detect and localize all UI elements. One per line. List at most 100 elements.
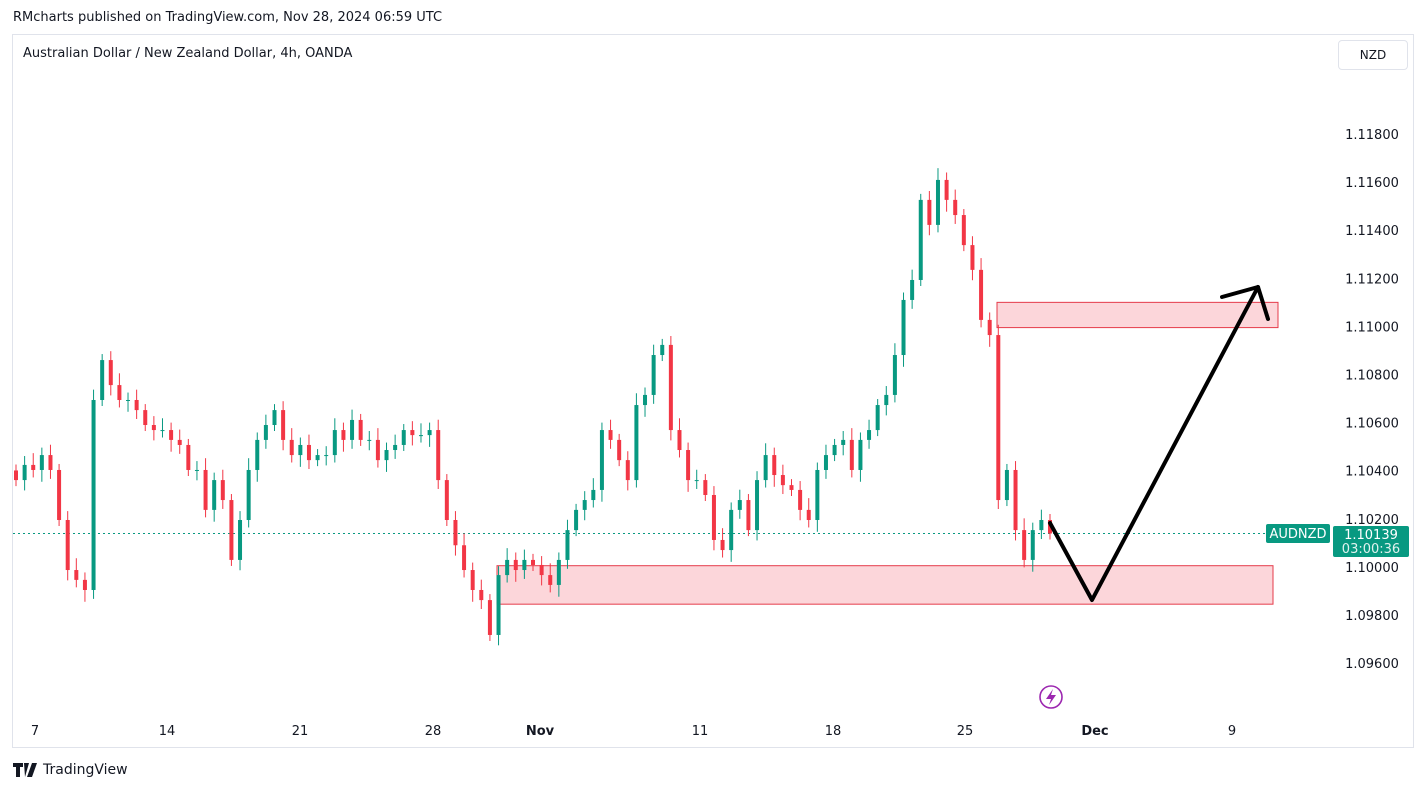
currency-button[interactable]: NZD xyxy=(1338,40,1408,70)
candle-body xyxy=(755,480,760,531)
time-tick-label: 11 xyxy=(692,724,709,739)
candle-body xyxy=(220,480,225,501)
candle-body xyxy=(375,439,380,461)
candle-body xyxy=(401,430,406,445)
time-tick-label: 21 xyxy=(292,724,309,739)
candle-body xyxy=(858,439,863,470)
candle-body xyxy=(1004,469,1009,501)
candle-body xyxy=(668,344,673,431)
time-tick-label: 9 xyxy=(1228,724,1236,739)
candle-body xyxy=(289,439,294,456)
candle-body xyxy=(39,455,44,470)
candle-body xyxy=(996,335,1001,501)
candle-body xyxy=(892,355,897,395)
candle-body xyxy=(298,444,303,456)
candle-body xyxy=(815,469,820,521)
candle-body xyxy=(582,500,587,510)
candle-body xyxy=(57,469,62,521)
zone-rect xyxy=(496,565,1274,605)
symbol-badge xyxy=(1266,524,1330,543)
candle-body xyxy=(358,419,363,440)
footer-brand[interactable]: TradingView xyxy=(43,762,128,778)
candle-body xyxy=(177,439,182,445)
candle-body xyxy=(1022,530,1027,560)
candle-body xyxy=(194,469,199,471)
candle-body xyxy=(608,430,613,440)
candle-body xyxy=(14,470,18,481)
candle-body xyxy=(556,559,561,585)
price-tick-label: 1.09800 xyxy=(1345,609,1399,624)
candle-body xyxy=(324,455,329,457)
candle-body xyxy=(806,509,811,521)
price-axis: 1.11800 1.11600 1.11400 1.11200 1.11000 1.108… xyxy=(1345,128,1399,672)
candle-body xyxy=(151,425,156,431)
price-tick-label: 1.11400 xyxy=(1345,224,1399,239)
candle-body xyxy=(634,405,639,481)
candle-body xyxy=(238,520,243,560)
candle-body xyxy=(350,419,355,440)
chart-frame xyxy=(12,34,1414,748)
candle-body xyxy=(246,469,251,521)
candle-body xyxy=(789,485,794,490)
candle-body xyxy=(927,199,932,225)
time-tick-label: Dec xyxy=(1081,724,1108,739)
candle-body xyxy=(496,575,501,635)
candle-body xyxy=(910,279,915,300)
candle-body xyxy=(74,570,79,580)
price-tick-label: 1.10600 xyxy=(1345,417,1399,432)
symbol-title[interactable]: Australian Dollar / New Zealand Dollar, … xyxy=(23,46,353,61)
price-tick-label: 1.10000 xyxy=(1345,561,1399,576)
zones xyxy=(496,301,1279,605)
candle-body xyxy=(91,399,96,590)
candle-body xyxy=(617,439,622,461)
price-tick-label: 1.09600 xyxy=(1345,657,1399,672)
candle-body xyxy=(867,430,872,440)
candle-body xyxy=(513,559,518,571)
candle-body xyxy=(169,430,174,440)
price-tick-label: 1.11800 xyxy=(1345,128,1399,143)
candle-body xyxy=(160,430,165,432)
candle-body xyxy=(651,355,656,395)
candle-body xyxy=(574,509,579,531)
candle-body xyxy=(186,444,191,470)
candle-body xyxy=(1013,469,1018,531)
candle-body xyxy=(410,430,415,436)
candle-body xyxy=(979,269,984,320)
candle-body xyxy=(565,530,570,560)
time-tick-label: 25 xyxy=(957,724,974,739)
candle-body xyxy=(875,405,880,431)
candle-body xyxy=(901,299,906,356)
candle-body xyxy=(65,520,70,571)
candle-body xyxy=(418,435,423,437)
candle-body xyxy=(306,444,311,461)
candle-body xyxy=(48,455,53,470)
time-tick-label: Nov xyxy=(526,724,555,739)
candle-body xyxy=(625,460,630,481)
alert-lightning-icon[interactable] xyxy=(1039,685,1063,709)
candle-body xyxy=(763,455,768,481)
candle-body xyxy=(82,579,87,590)
candle-body xyxy=(686,450,691,481)
candle-body xyxy=(746,500,751,531)
candle-body xyxy=(591,489,596,501)
price-tick-label: 1.10200 xyxy=(1345,513,1399,528)
tradingview-logo-icon xyxy=(13,763,37,777)
candle-body xyxy=(453,520,458,546)
candle-body xyxy=(281,410,286,440)
footer: TradingView xyxy=(13,762,128,778)
price-tick-label: 1.10400 xyxy=(1345,465,1399,480)
candles xyxy=(14,168,1052,646)
candle-body xyxy=(711,494,716,540)
candle-body xyxy=(522,559,527,571)
candle-body xyxy=(798,489,803,510)
candle-body xyxy=(22,464,27,481)
price-tick-label: 1.11600 xyxy=(1345,176,1399,191)
candle-body xyxy=(108,360,113,386)
candle-body xyxy=(780,475,785,486)
price-tick-label: 1.11200 xyxy=(1345,272,1399,287)
forecast-path xyxy=(1048,285,1260,602)
last-price-value: 1.10139 xyxy=(1344,528,1398,543)
candle-body xyxy=(737,500,742,510)
candle-body xyxy=(332,430,337,456)
